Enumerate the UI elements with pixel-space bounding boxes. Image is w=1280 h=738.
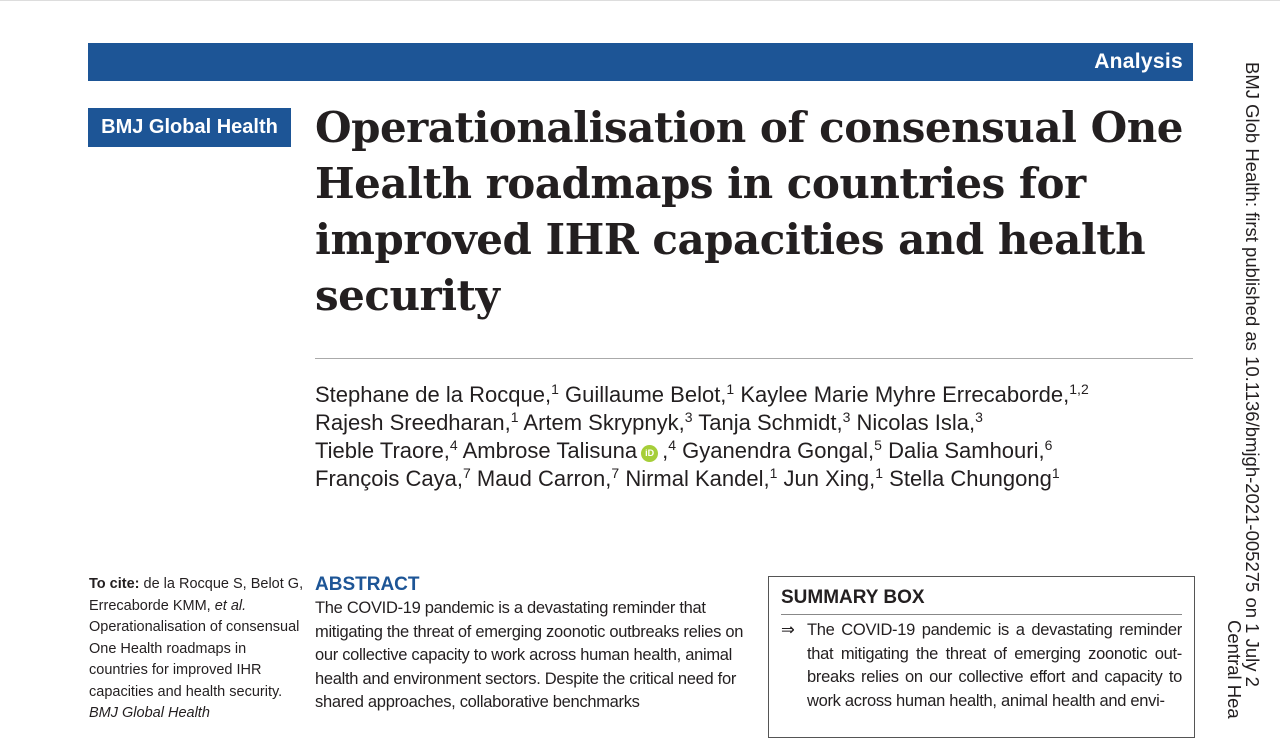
section-label: Analysis — [1094, 50, 1183, 73]
author: Artem Skrypnyk,3 — [523, 410, 692, 435]
author: Stella Chungong1 — [889, 466, 1059, 491]
author: Ambrose Talisuna iD ,4 — [462, 437, 677, 463]
author: François Caya,7 — [315, 466, 471, 491]
side-note-line1: BMJ Glob Health: first published as 10.1… — [1242, 62, 1263, 687]
author-name: Maud Carron, — [476, 466, 612, 491]
author-name: Nicolas Isla, — [856, 410, 976, 435]
author: Dalia Samhouri,6 — [888, 438, 1052, 463]
author: Rajesh Sreedharan,1 — [315, 410, 518, 435]
affiliation-number: 4 — [449, 437, 458, 453]
author: Tanja Schmidt,3 — [698, 410, 850, 435]
affiliation-number: 3 — [842, 409, 851, 425]
affiliation-number: 1 — [510, 409, 519, 425]
affiliation-number: 1 — [1051, 465, 1060, 481]
author: Gyanendra Gongal,5 — [682, 438, 882, 463]
cite-label: To cite: — [89, 576, 140, 592]
author-name: Stephane de la Rocque, — [315, 382, 552, 407]
author-name: Nirmal Kandel, — [625, 466, 770, 491]
author: Guillaume Belot,1 — [565, 382, 734, 407]
author: Maud Carron,7 — [477, 466, 619, 491]
cite-journal: BMJ Global Health — [89, 705, 210, 721]
author-name: Tanja Schmidt, — [698, 410, 843, 435]
author: Nicolas Isla,3 — [857, 410, 983, 435]
affiliation-number: 4 — [668, 437, 677, 453]
affiliation-number: 1 — [875, 465, 884, 481]
author-name: Stella Chungong — [889, 466, 1052, 491]
title-divider — [315, 358, 1193, 359]
abstract-text: The COVID-19 pandemic is a devastating r… — [315, 599, 744, 711]
summary-box: SUMMARY BOX ⇒ The COVID-19 pandemic is a… — [768, 576, 1195, 738]
author-name: Ambrose Talisuna — [462, 438, 638, 463]
journal-logo: BMJ Global Health — [88, 108, 291, 147]
author-name: Gyanendra Gongal, — [682, 438, 875, 463]
author: Tieble Traore,4 — [315, 438, 458, 463]
author: Nirmal Kandel,1 — [625, 466, 777, 491]
side-note-line2: Central Hea — [1224, 620, 1245, 719]
article-title: Operationalisation of consensual One Hea… — [315, 103, 1183, 320]
author-name: Kaylee Marie Myhre Errecaborde, — [740, 382, 1070, 407]
author-name: Rajesh Sreedharan, — [315, 410, 511, 435]
summary-item: ⇒ The COVID-19 pandemic is a devastating… — [781, 619, 1182, 713]
top-divider — [0, 0, 1280, 1]
affiliation-number: 1 — [551, 381, 559, 397]
author: Stephane de la Rocque,1 — [315, 382, 559, 407]
citation: To cite: de la Rocque S, Belot G, Erreca… — [89, 574, 304, 725]
author: Kaylee Marie Myhre Errecaborde,1,2 — [740, 382, 1088, 407]
cite-text: de la Rocque S, Belot G, Errecaborde KMM… — [89, 576, 304, 614]
orcid-icon[interactable]: iD — [641, 445, 659, 462]
affiliation-number: 1 — [769, 465, 778, 481]
affiliation-number: 6 — [1044, 437, 1053, 453]
author-name: François Caya, — [315, 466, 463, 491]
author: Jun Xing,1 — [784, 466, 884, 491]
summary-heading: SUMMARY BOX — [781, 586, 1182, 615]
double-arrow-right-icon: ⇒ — [781, 621, 795, 639]
affiliation-number: 5 — [874, 437, 882, 453]
abstract: ABSTRACT The COVID-19 pandemic is a deva… — [315, 573, 745, 715]
affiliation-number: 1,2 — [1069, 381, 1089, 397]
author-name: Artem Skrypnyk, — [523, 410, 685, 435]
author-name: Guillaume Belot, — [565, 382, 727, 407]
affiliation-number: 1 — [726, 381, 735, 397]
cite-text-2: Operationalisation of consensual One Hea… — [89, 619, 300, 700]
cite-etal: et al. — [214, 597, 247, 614]
affiliation-number: 3 — [975, 409, 983, 425]
author-name: Jun Xing, — [783, 466, 876, 491]
abstract-heading: ABSTRACT — [315, 574, 420, 595]
author-name: Dalia Samhouri, — [888, 438, 1045, 463]
affiliation-number: 7 — [462, 465, 471, 481]
section-banner: Analysis — [88, 43, 1193, 81]
affiliation-number: 7 — [611, 465, 620, 481]
author-name: Tieble Traore, — [315, 438, 450, 463]
author-list: Stephane de la Rocque,1 Guillaume Belot,… — [315, 381, 1195, 493]
affiliation-number: 3 — [684, 409, 693, 425]
summary-item-text: The COVID-19 pandemic is a devastating r… — [807, 621, 1182, 710]
